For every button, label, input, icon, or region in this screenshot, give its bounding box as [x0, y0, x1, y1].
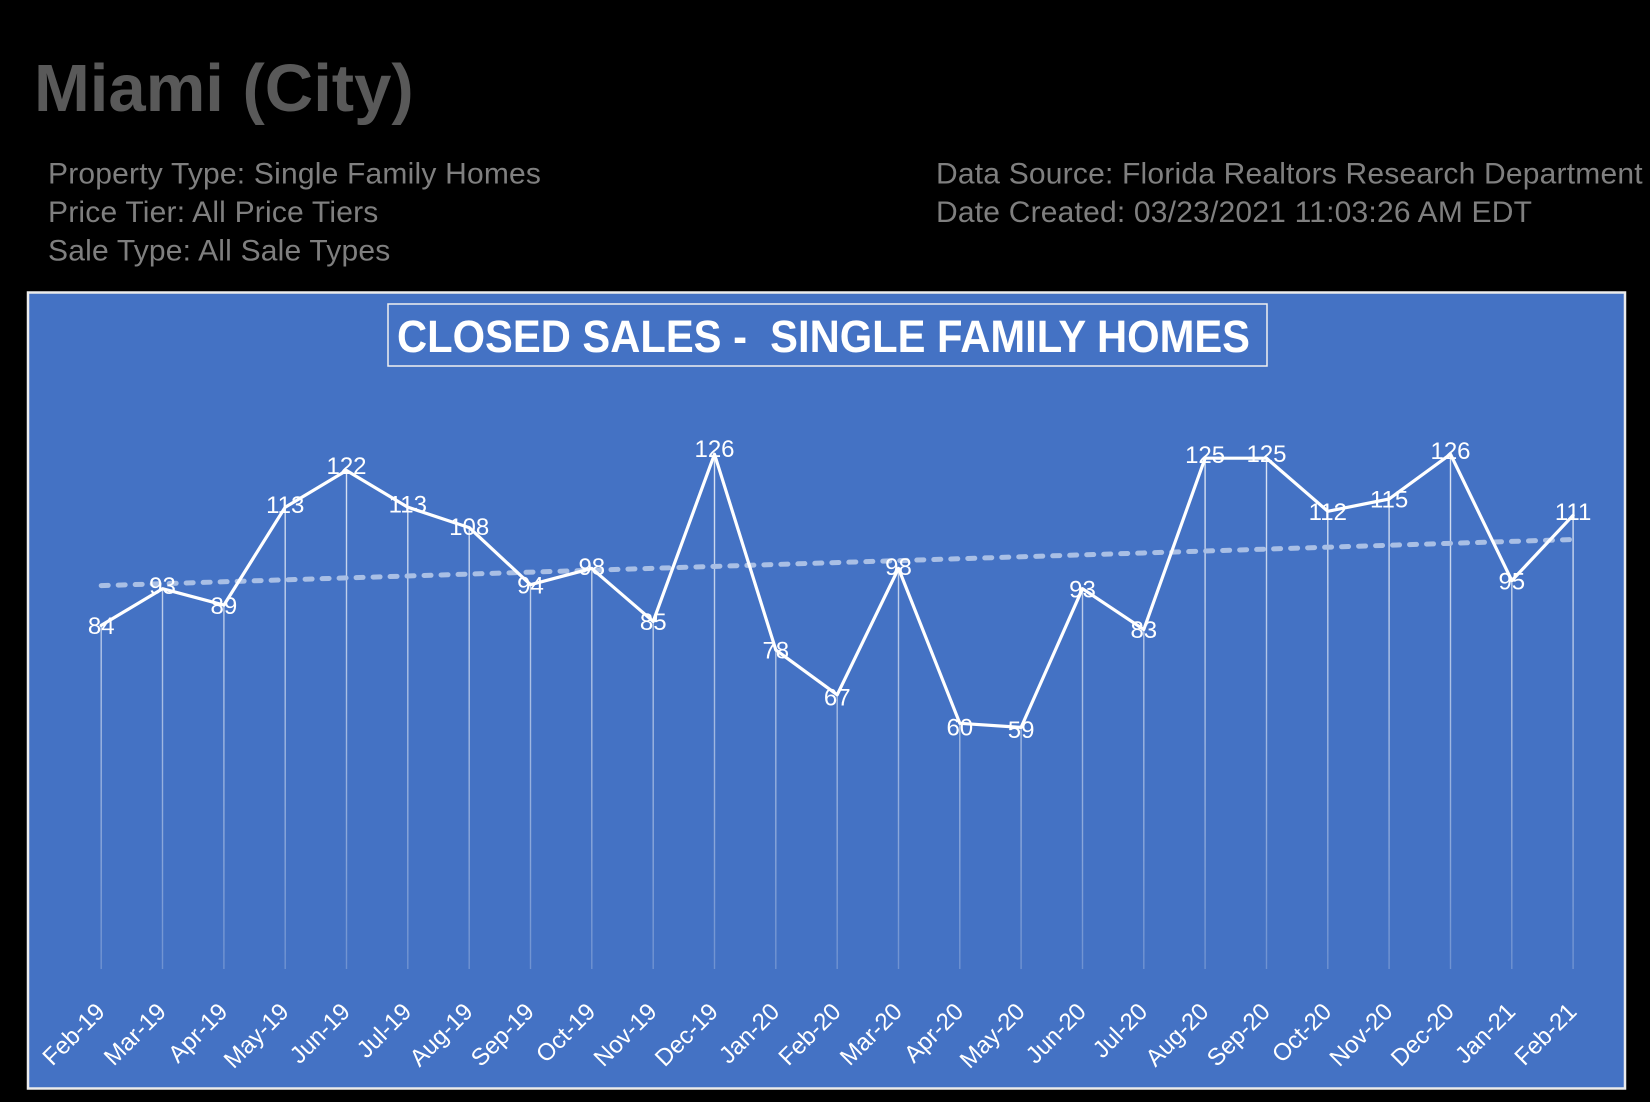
svg-text:83: 83 — [1130, 617, 1157, 644]
svg-text:78: 78 — [762, 638, 789, 665]
svg-text:93: 93 — [1069, 576, 1096, 603]
svg-text:126: 126 — [694, 436, 734, 463]
svg-text:125: 125 — [1185, 442, 1225, 469]
svg-text:113: 113 — [266, 492, 304, 519]
svg-text:98: 98 — [885, 554, 912, 581]
svg-text:122: 122 — [326, 453, 366, 480]
svg-text:98: 98 — [578, 554, 605, 581]
svg-text:113: 113 — [389, 492, 427, 519]
svg-text:Sale Type: All Sale Types: Sale Type: All Sale Types — [48, 235, 390, 268]
svg-text:93: 93 — [149, 573, 176, 600]
svg-text:94: 94 — [517, 572, 544, 599]
svg-text:Data Source: Florida Realtors: Data Source: Florida Realtors Research D… — [936, 158, 1643, 191]
svg-text:59: 59 — [1008, 717, 1035, 744]
svg-text:85: 85 — [640, 609, 667, 636]
svg-text:Property Type: Single Family H: Property Type: Single Family Homes — [48, 158, 541, 191]
svg-text:125: 125 — [1246, 441, 1286, 468]
svg-text:112: 112 — [1309, 499, 1347, 526]
svg-text:126: 126 — [1430, 438, 1470, 465]
svg-text:Price Tier: All Price Tiers: Price Tier: All Price Tiers — [48, 196, 378, 229]
svg-text:95: 95 — [1498, 568, 1525, 595]
svg-text:108: 108 — [449, 514, 489, 541]
svg-text:84: 84 — [88, 613, 115, 640]
svg-text:89: 89 — [211, 593, 238, 620]
svg-text:67: 67 — [824, 684, 851, 711]
svg-text:Date Created: 03/23/2021 11:03: Date Created: 03/23/2021 11:03:26 AM EDT — [936, 196, 1532, 229]
svg-text:111: 111 — [1555, 499, 1591, 526]
svg-text:CLOSED SALES - SINGLE FAMILY: CLOSED SALES - SINGLE FAMILY HOMES — [397, 311, 1250, 362]
svg-text:60: 60 — [946, 715, 973, 742]
svg-text:115: 115 — [1370, 487, 1408, 514]
svg-text:Miami (City): Miami (City) — [34, 51, 414, 126]
